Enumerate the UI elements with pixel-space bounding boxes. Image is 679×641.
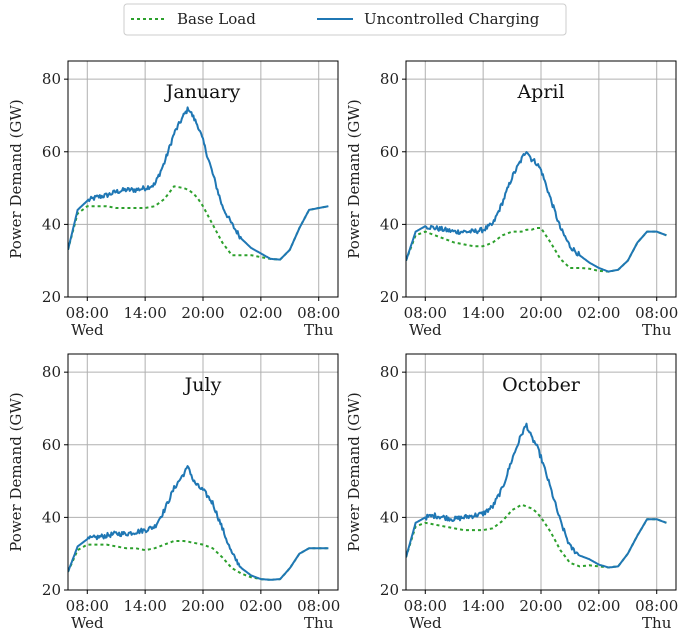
x-day-label-end: Thu	[304, 614, 334, 632]
x-tick-label: 14:00	[462, 304, 505, 322]
y-tick-label: 60	[380, 143, 399, 161]
panel-title: January	[164, 81, 241, 103]
y-tick-label: 20	[42, 581, 61, 599]
series-line-base-load	[406, 503, 667, 569]
x-day-label-start: Wed	[409, 321, 442, 339]
y-axis-label: Power Demand (GW)	[7, 99, 25, 258]
x-day-label-end: Thu	[642, 614, 672, 632]
x-tick-label: 14:00	[124, 304, 167, 322]
x-tick-label: 08:00	[635, 304, 678, 322]
y-axis-label: Power Demand (GW)	[345, 99, 363, 258]
y-axis-label: Power Demand (GW)	[7, 392, 25, 551]
x-tick-label: 20:00	[519, 304, 562, 322]
x-tick-label: 08:00	[66, 304, 109, 322]
x-tick-label: 14:00	[124, 597, 167, 615]
x-tick-label: 02:00	[577, 597, 620, 615]
series-line-uncontrolled-charging	[68, 106, 329, 261]
y-tick-label: 40	[42, 215, 61, 233]
x-tick-label: 08:00	[297, 597, 340, 615]
x-tick-label: 02:00	[239, 597, 282, 615]
x-tick-label: 20:00	[181, 597, 224, 615]
legend-label-uncontrolled-charging: Uncontrolled Charging	[364, 10, 540, 28]
series-line-base-load	[68, 540, 329, 581]
x-tick-label: 08:00	[404, 597, 447, 615]
x-day-label-end: Thu	[304, 321, 334, 339]
series-line-base-load	[406, 227, 667, 273]
x-tick-label: 08:00	[66, 597, 109, 615]
y-tick-label: 60	[42, 143, 61, 161]
x-day-label-end: Thu	[642, 321, 672, 339]
y-tick-label: 80	[42, 363, 61, 381]
x-tick-label: 20:00	[181, 304, 224, 322]
y-tick-label: 80	[380, 70, 399, 88]
x-tick-label: 02:00	[577, 304, 620, 322]
x-day-label-start: Wed	[71, 321, 104, 339]
y-tick-label: 20	[380, 581, 399, 599]
y-tick-label: 20	[380, 288, 399, 306]
x-tick-label: 08:00	[404, 304, 447, 322]
panel-title: April	[516, 81, 564, 103]
panel-title: July	[183, 374, 222, 396]
series-line-uncontrolled-charging	[68, 465, 329, 581]
x-tick-label: 20:00	[519, 597, 562, 615]
y-tick-label: 60	[42, 436, 61, 454]
x-day-label-start: Wed	[409, 614, 442, 632]
x-tick-label: 02:00	[239, 304, 282, 322]
y-tick-label: 80	[42, 70, 61, 88]
panel-title: October	[502, 374, 581, 396]
y-tick-label: 80	[380, 363, 399, 381]
y-tick-label: 40	[380, 508, 399, 526]
y-tick-label: 40	[42, 508, 61, 526]
legend-label-base-load: Base Load	[177, 10, 256, 28]
y-tick-label: 20	[42, 288, 61, 306]
x-tick-label: 14:00	[462, 597, 505, 615]
y-axis-label: Power Demand (GW)	[345, 392, 363, 551]
legend: Base Load Uncontrolled Charging	[123, 3, 567, 36]
series-line-uncontrolled-charging	[406, 151, 667, 273]
y-tick-label: 60	[380, 436, 399, 454]
series-line-uncontrolled-charging	[406, 422, 667, 569]
x-tick-label: 08:00	[297, 304, 340, 322]
x-day-label-start: Wed	[71, 614, 104, 632]
x-tick-label: 08:00	[635, 597, 678, 615]
y-tick-label: 40	[380, 215, 399, 233]
